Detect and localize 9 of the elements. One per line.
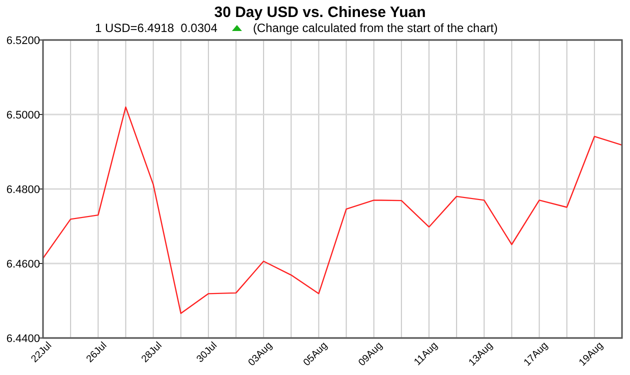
- y-tick-label: 6.4800: [6, 184, 40, 196]
- text: (Change calculated from the start of the chart): [252, 21, 498, 35]
- y-tick-label: 6.5200: [6, 35, 40, 47]
- chart-title: 30 Day USD vs. Chinese Yuan: [214, 4, 426, 21]
- y-tick-label: 6.4600: [6, 258, 40, 270]
- chart-subtitle: 1 USD=6.4918 0.0304: [94, 21, 218, 35]
- line-series: [42, 106, 623, 314]
- y-tick-label: 6.5000: [6, 110, 40, 122]
- y-tick-label: 6.4400: [6, 333, 40, 345]
